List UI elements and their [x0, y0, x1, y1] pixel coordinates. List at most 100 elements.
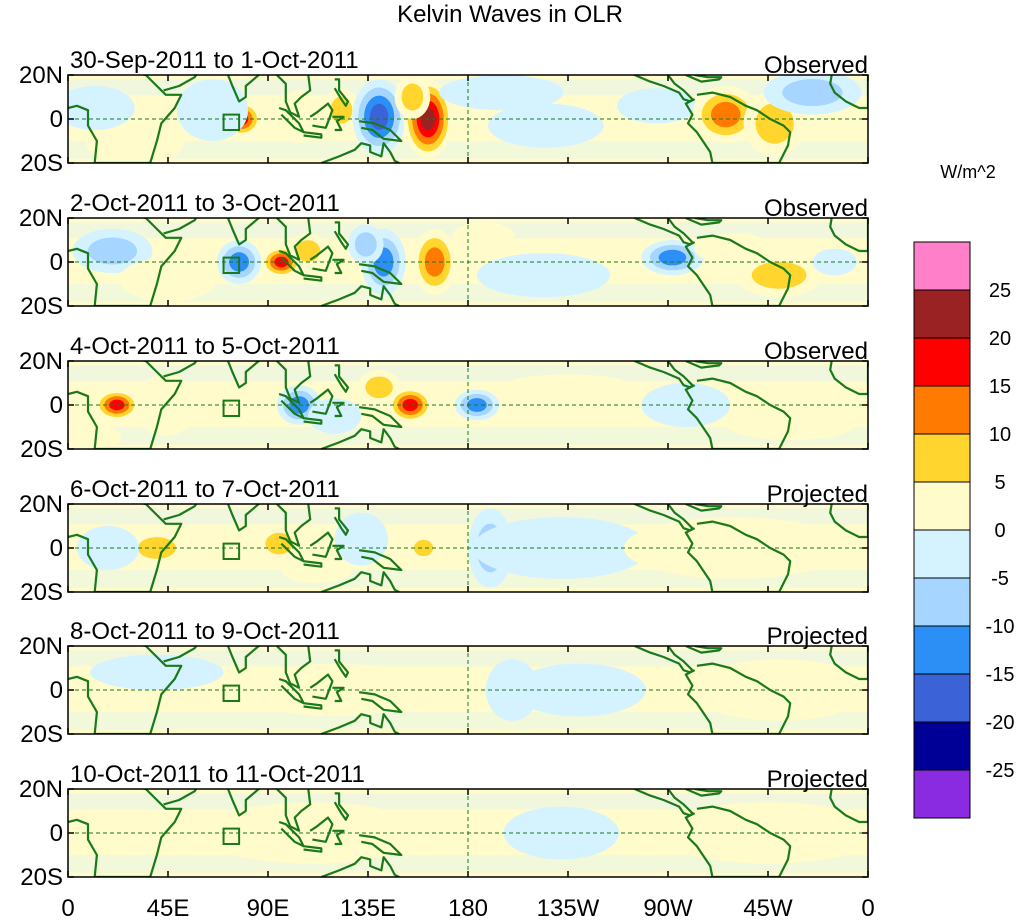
philippines-outline-icon	[333, 792, 350, 821]
anomaly-cell	[201, 802, 424, 864]
south-america-outline-icon	[684, 662, 792, 734]
sumatra-outline-icon	[278, 535, 305, 563]
india-outline-icon	[225, 218, 261, 246]
arabia-outline-icon	[163, 218, 198, 235]
anomaly-cell	[354, 232, 377, 257]
south-america-outline-icon	[684, 520, 792, 592]
arabia-outline-icon	[163, 361, 198, 378]
panel-status: Observed	[764, 195, 868, 222]
anomaly-cell	[401, 83, 424, 111]
colorbar-label: -10	[986, 616, 1015, 638]
borneo-outline-icon	[309, 388, 334, 415]
anomaly-cell	[119, 257, 217, 302]
colorbar-label: 10	[989, 424, 1011, 446]
india-outline-icon	[225, 504, 261, 532]
anomaly-cell	[755, 103, 794, 144]
anomaly-cell	[413, 539, 434, 557]
se-asia-outline-icon	[275, 504, 312, 547]
australia-outline-icon	[320, 713, 400, 734]
colorbar: 25 20 15 10 5 0 -5 -10 -15 -20 -25	[913, 241, 1015, 819]
y-tick-label: 20S	[20, 436, 63, 463]
zonal-band	[68, 570, 868, 588]
new-guinea-outline-icon	[358, 263, 403, 286]
new-guinea-outline-icon	[358, 120, 403, 143]
y-tick-label: 20N	[19, 633, 63, 660]
x-tick-label: 90W	[643, 895, 693, 922]
borneo-outline-icon	[309, 531, 334, 558]
colorbar-swatch	[913, 481, 971, 531]
zonal-band	[68, 650, 868, 667]
new-guinea-outline-icon	[358, 406, 403, 429]
panel-5: 20N 0 20S 8-Oct-2011 to 9-Oct-2011 Projected	[19, 618, 869, 748]
panel-date-range: 8-Oct-2011 to 9-Oct-2011	[70, 618, 340, 645]
y-tick-label: 20N	[19, 205, 63, 232]
coastlines	[68, 218, 868, 306]
anomaly-cell	[782, 79, 843, 107]
sulawesi-outline-icon	[332, 401, 345, 418]
sumatra-outline-icon	[278, 392, 305, 420]
panels-group: 20N 0 20S 30-Sep-2011 to 1-Oct-2011 Observed…	[19, 47, 869, 891]
anomaly-cell	[402, 398, 418, 412]
west-africa-outline-icon	[829, 361, 868, 396]
y-tick-label: 20N	[19, 348, 63, 375]
anomaly-cell	[281, 556, 353, 584]
colorbar-swatch	[913, 673, 971, 723]
x-tick-label: 45E	[147, 895, 190, 922]
x-tick-label: 0	[61, 895, 74, 922]
zonal-band	[68, 427, 868, 445]
anomaly-cell	[452, 222, 515, 249]
colorbar-label: 0	[994, 520, 1005, 542]
java-outline-icon	[303, 845, 323, 853]
anomaly-cell	[90, 654, 224, 691]
anomaly-cell	[365, 376, 393, 399]
y-tick-label: 20S	[20, 150, 63, 177]
australia-outline-icon	[320, 856, 400, 877]
anomaly-cell	[439, 75, 564, 111]
australia-outline-icon	[320, 142, 400, 163]
x-tick-label: 90E	[247, 895, 290, 922]
anomaly-cell	[488, 103, 604, 148]
panel-2: 20N 0 20S 2-Oct-2011 to 3-Oct-2011 Observed	[19, 190, 869, 320]
colorbar-swatch	[913, 385, 971, 435]
colorbar-swatch	[913, 625, 971, 675]
se-asia-outline-icon	[275, 75, 312, 118]
y-tick-label: 0	[50, 249, 63, 276]
borneo-outline-icon	[309, 245, 334, 272]
south-america-outline-icon	[684, 805, 792, 877]
new-guinea-outline-icon	[358, 549, 403, 572]
anomaly-cell	[710, 101, 741, 128]
reference-box	[222, 684, 241, 702]
anomaly-cell	[751, 261, 807, 289]
sulawesi-outline-icon	[332, 258, 345, 275]
panel-status: Projected	[767, 766, 868, 793]
panel-date-range: 10-Oct-2011 to 11-Oct-2011	[70, 761, 365, 788]
south-america-outline-icon	[684, 234, 792, 306]
y-tick-label: 20N	[19, 491, 63, 518]
colorbar-swatch	[913, 577, 971, 627]
colorbar-swatch	[913, 529, 971, 579]
south-america-outline-icon	[684, 91, 792, 163]
reference-box	[222, 827, 241, 845]
zonal-band	[68, 365, 868, 382]
colorbar-label: -20	[986, 712, 1015, 734]
java-outline-icon	[303, 274, 323, 282]
coastlines	[68, 361, 868, 449]
arabia-outline-icon	[163, 504, 198, 521]
panel-3: 20N 0 20S 4-Oct-2011 to 5-Oct-2011 Observed	[19, 333, 869, 463]
anomaly-cell	[616, 88, 697, 124]
caribbean-outline-icon	[685, 646, 723, 654]
colorbar-label: 15	[989, 376, 1011, 398]
colorbar-label: -5	[991, 568, 1009, 590]
anomaly-cell	[476, 253, 611, 298]
anomaly-cell	[137, 537, 177, 559]
africa-outline-icon	[68, 361, 183, 449]
zonal-band	[68, 284, 868, 302]
anomaly-cell	[658, 249, 687, 266]
sumatra-outline-icon	[278, 820, 305, 848]
colorbar-label: 25	[989, 280, 1011, 302]
anomaly-cell	[690, 659, 868, 721]
y-tick-label: 0	[50, 106, 63, 133]
anomaly-field	[68, 75, 868, 163]
colorbar-label: -25	[986, 760, 1015, 782]
java-outline-icon	[303, 560, 323, 568]
